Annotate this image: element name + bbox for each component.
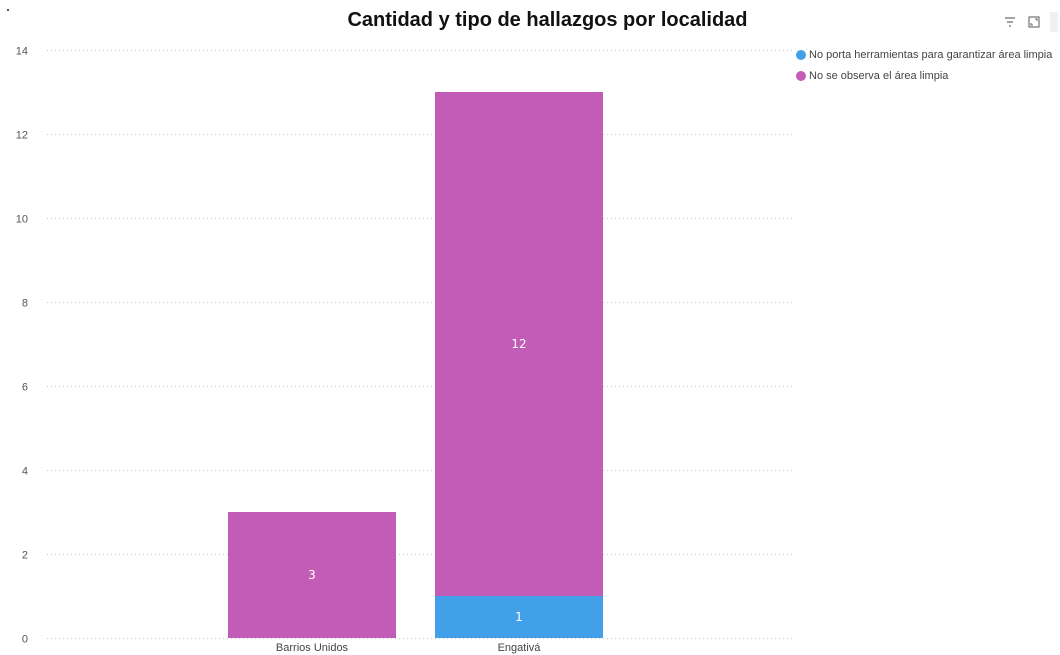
y-tick-label-10: 10 (16, 214, 28, 226)
visual-toolbar (1000, 12, 1058, 32)
chart-title: Cantidad y tipo de hallazgos por localid… (347, 9, 748, 31)
y-tick-label-0: 0 (22, 634, 28, 646)
bar-0-1[interactable] (228, 512, 396, 638)
corner-mark (7, 9, 9, 11)
data-label-1-1: 12 (511, 337, 526, 351)
bar-1-1[interactable] (435, 92, 603, 596)
legend-swatch-no-se-observa (796, 71, 806, 81)
expand-icon[interactable] (1024, 12, 1044, 32)
x-tick-label-0: Barrios Unidos (276, 642, 349, 654)
y-tick-label-6: 6 (22, 382, 28, 394)
y-tick-label-4: 4 (22, 466, 28, 478)
legend: No porta herramientas para garantizar ár… (796, 46, 1060, 88)
bar-1-0[interactable] (435, 596, 603, 638)
x-tick-label-1: Engativá (498, 642, 542, 654)
legend-item-no-se-observa[interactable]: No se observa el área limpia (796, 67, 1060, 85)
y-tick-label-14: 14 (16, 46, 28, 58)
legend-label-no-porta-herramientas: No porta herramientas para garantizar ár… (809, 49, 1053, 61)
filter-icon[interactable] (1000, 12, 1020, 32)
y-tick-label-12: 12 (16, 130, 28, 142)
legend-label-no-se-observa: No se observa el área limpia (809, 70, 949, 82)
data-label-0-1: 3 (308, 568, 316, 582)
legend-swatch-no-porta-herramientas (796, 50, 806, 60)
y-tick-label-8: 8 (22, 298, 28, 310)
y-tick-label-2: 2 (22, 550, 28, 562)
data-label-1-0: 1 (515, 610, 523, 624)
more-options-stub[interactable] (1050, 12, 1058, 32)
legend-item-no-porta-herramientas[interactable]: No porta herramientas para garantizar ár… (796, 46, 1060, 64)
